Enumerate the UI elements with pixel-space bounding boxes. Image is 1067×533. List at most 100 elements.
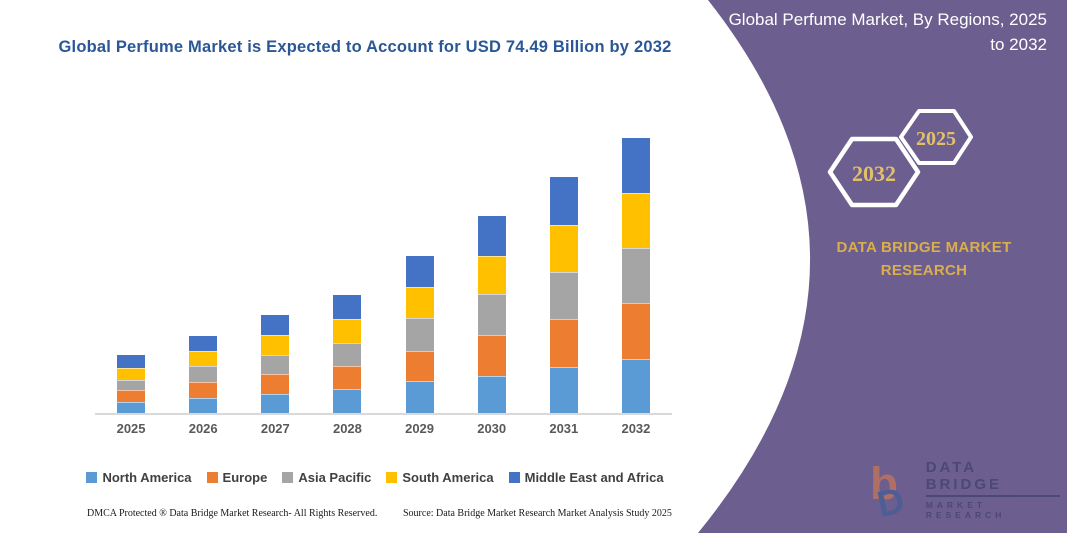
legend-label: South America <box>402 470 494 485</box>
footer: DMCA Protected ® Data Bridge Market Rese… <box>0 508 700 526</box>
x-axis-label-2028: 2028 <box>332 421 362 436</box>
bar-segment-south-america-2029 <box>405 286 434 319</box>
stacked-bar-2032 <box>621 137 650 413</box>
bar-segment-europe-2027 <box>261 373 290 394</box>
stacked-bar-2031 <box>549 176 578 413</box>
hexagon-2032-label: 2032 <box>852 161 896 186</box>
bar-segment-north-america-2029 <box>405 380 434 413</box>
bar-segment-north-america-2027 <box>261 393 290 413</box>
bar-segment-middle-east-and-africa-2027 <box>261 315 290 335</box>
bar-segment-europe-2026 <box>189 381 218 399</box>
bar-segment-south-america-2031 <box>549 224 578 272</box>
plot-area <box>95 130 672 415</box>
bar-segment-europe-2032 <box>621 302 650 359</box>
bar-slot-2025 <box>95 130 167 413</box>
stacked-bar-2029 <box>405 255 434 413</box>
bar-segment-middle-east-and-africa-2031 <box>549 176 578 225</box>
hexagon-2025-icon <box>899 109 973 165</box>
x-axis-label-2032: 2032 <box>621 421 651 436</box>
bar-segment-north-america-2028 <box>333 388 362 413</box>
stacked-bar-2030 <box>477 215 506 413</box>
bar-segment-europe-2025 <box>117 389 146 402</box>
bar-segment-north-america-2032 <box>621 358 650 413</box>
svg-text:D: D <box>874 480 908 520</box>
bar-segment-middle-east-and-africa-2030 <box>477 215 506 256</box>
legend-swatch-icon <box>206 472 218 483</box>
x-axis-label-2025: 2025 <box>116 421 146 436</box>
legend-item-asia-pacific: Asia Pacific <box>282 470 371 485</box>
legend-item-south-america: South America <box>386 470 494 485</box>
bar-slot-2029 <box>384 130 456 413</box>
bar-slot-2031 <box>528 130 600 413</box>
stacked-bar-2028 <box>333 295 362 413</box>
legend-swatch-icon <box>508 472 520 483</box>
x-axis-label-2026: 2026 <box>188 421 218 436</box>
bar-segment-middle-east-and-africa-2032 <box>621 137 650 194</box>
bar-slot-2028 <box>311 130 383 413</box>
legend-swatch-icon <box>86 472 98 483</box>
bar-segment-north-america-2025 <box>117 401 146 413</box>
dmca-notice: DMCA Protected ® Data Bridge Market Rese… <box>87 508 378 519</box>
bar-segment-middle-east-and-africa-2029 <box>405 255 434 287</box>
legend-item-north-america: North America <box>86 470 192 485</box>
bar-slot-2026 <box>167 130 239 413</box>
dbmr-logo-text: DATA BRIDGE MARKET RESEARCH <box>925 459 1060 520</box>
bar-segment-north-america-2026 <box>189 398 218 413</box>
brand-wordmark: DATA BRIDGE MARKET RESEARCH <box>836 239 1012 280</box>
legend-item-europe: Europe <box>206 470 268 485</box>
hexagon-2025-label: 2025 <box>916 128 956 150</box>
x-axis-label-2029: 2029 <box>405 421 435 436</box>
bar-segment-middle-east-and-africa-2026 <box>189 335 218 352</box>
bar-segment-asia-pacific-2027 <box>261 354 290 374</box>
bar-segment-north-america-2031 <box>549 367 578 413</box>
legend-swatch-icon <box>282 472 294 483</box>
bar-segment-south-america-2026 <box>189 351 218 367</box>
bar-segment-asia-pacific-2025 <box>117 379 146 390</box>
legend-label: Middle East and Africa <box>524 470 664 485</box>
legend: North America Europe Asia Pacific South Ame… <box>60 470 690 485</box>
bar-slot-2030 <box>456 130 528 413</box>
x-axis-labels: 2025 2026 2027 2028 2029 2030 2031 2032 <box>95 421 672 436</box>
logo-name: DATA BRIDGE <box>925 459 1060 497</box>
x-axis-label-2027: 2027 <box>260 421 290 436</box>
bar-segment-middle-east-and-africa-2028 <box>333 295 362 320</box>
x-axis-label-2031: 2031 <box>549 421 579 436</box>
bar-slot-2027 <box>239 130 311 413</box>
bar-segment-north-america-2030 <box>477 376 506 413</box>
bar-segment-asia-pacific-2030 <box>477 294 506 335</box>
legend-swatch-icon <box>386 472 398 483</box>
chart-title: Global Perfume Market is Expected to Acc… <box>58 38 672 56</box>
bar-segment-south-america-2032 <box>621 193 650 248</box>
bar-segment-asia-pacific-2028 <box>333 342 362 367</box>
bar-segment-europe-2028 <box>333 366 362 389</box>
source-note: Source: Data Bridge Market Research Mark… <box>403 508 672 519</box>
stacked-bar-2025 <box>117 355 146 413</box>
bar-segment-south-america-2030 <box>477 255 506 295</box>
bar-segment-asia-pacific-2026 <box>189 366 218 382</box>
bar-slot-2032 <box>600 130 672 413</box>
bar-segment-south-america-2028 <box>333 319 362 343</box>
bar-segment-europe-2031 <box>549 318 578 368</box>
panel-title: Global Perfume Market, By Regions, 2025 … <box>728 10 1047 54</box>
bar-segment-middle-east-and-africa-2025 <box>117 355 146 368</box>
legend-item-middle-east-and-africa: Middle East and Africa <box>508 470 664 485</box>
bar-segment-asia-pacific-2029 <box>405 318 434 351</box>
bar-segment-europe-2030 <box>477 334 506 376</box>
legend-label: Europe <box>222 470 268 485</box>
stacked-bar-2026 <box>189 335 218 413</box>
hexagon-2032-icon <box>827 136 921 208</box>
svg-text:b: b <box>870 458 898 509</box>
bar-segment-asia-pacific-2031 <box>549 271 578 319</box>
bar-segment-south-america-2027 <box>261 334 290 355</box>
legend-label: Asia Pacific <box>298 470 372 485</box>
x-axis-label-2030: 2030 <box>477 421 507 436</box>
bar-segment-europe-2029 <box>405 350 434 381</box>
legend-label: North America <box>102 470 192 485</box>
stacked-bar-2027 <box>261 315 290 413</box>
dbmr-logo: b D DATA BRIDGE MARKET RESEARCH <box>870 458 1060 520</box>
logo-subname: MARKET RESEARCH <box>925 499 1006 520</box>
bar-segment-asia-pacific-2032 <box>621 247 650 303</box>
bar-segment-south-america-2025 <box>117 367 146 380</box>
